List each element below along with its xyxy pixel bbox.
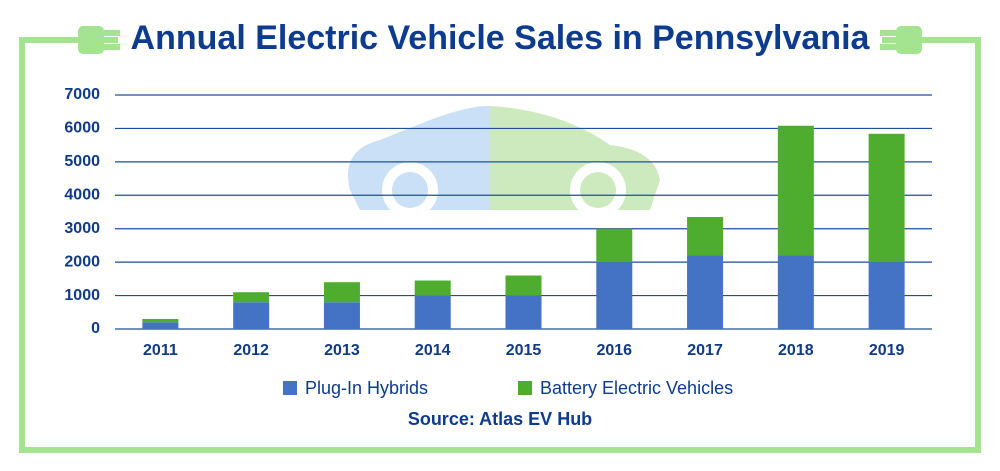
x-tick-label: 2018 — [778, 342, 814, 359]
bar-segment — [233, 302, 270, 329]
bar-segment — [596, 262, 633, 329]
legend-swatch — [518, 381, 532, 395]
x-tick-label: 2013 — [324, 342, 360, 359]
bar-segment — [323, 282, 360, 303]
bar-segment — [687, 255, 724, 329]
car-illustration — [348, 105, 660, 218]
x-tick-label: 2012 — [233, 342, 269, 359]
y-tick-label: 0 — [91, 320, 100, 337]
bar-segment — [777, 255, 814, 329]
x-tick-label: 2017 — [687, 342, 723, 359]
x-tick-label: 2019 — [869, 342, 905, 359]
bar-segment — [142, 322, 179, 329]
plug-left — [78, 26, 120, 54]
legend-label: Battery Electric Vehicles — [540, 378, 733, 398]
legend-label: Plug-In Hybrids — [305, 378, 428, 398]
y-tick-label: 1000 — [64, 287, 100, 304]
plug-right — [880, 26, 922, 54]
x-tick-label: 2016 — [596, 342, 632, 359]
x-tick-label: 2011 — [143, 342, 178, 359]
frame — [19, 37, 981, 453]
x-tick-label: 2014 — [415, 342, 451, 359]
bar-segment — [323, 302, 360, 329]
bar-segment — [233, 292, 270, 303]
y-tick-label: 6000 — [64, 120, 100, 137]
y-tick-label: 3000 — [64, 220, 100, 237]
bar-segment — [596, 228, 633, 263]
bar-segment — [414, 280, 451, 296]
bar-segment — [505, 295, 542, 329]
y-tick-label: 7000 — [64, 86, 100, 103]
bar-segment — [868, 262, 905, 329]
chart-title: Annual Electric Vehicle Sales in Pennsyl… — [131, 19, 871, 57]
bar-segment — [777, 125, 814, 256]
bar-segment — [505, 275, 542, 296]
bar-segment — [142, 318, 179, 323]
bar-segment — [414, 295, 451, 329]
bar-segment — [687, 217, 724, 256]
legend-swatch — [283, 381, 297, 395]
x-tick-label: 2015 — [506, 342, 542, 359]
bar-segment — [868, 133, 905, 263]
y-tick-label: 2000 — [64, 253, 100, 270]
y-tick-label: 4000 — [64, 187, 100, 204]
source-note: Source: Atlas EV Hub — [408, 409, 592, 429]
y-tick-label: 5000 — [64, 153, 100, 170]
